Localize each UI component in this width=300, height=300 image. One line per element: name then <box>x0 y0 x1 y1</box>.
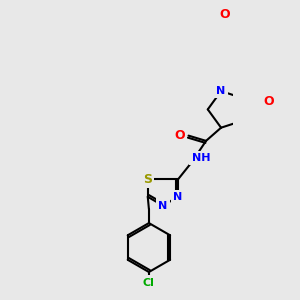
Text: Cl: Cl <box>143 278 155 287</box>
Text: N: N <box>158 201 167 211</box>
Text: O: O <box>263 95 274 108</box>
Text: S: S <box>143 173 152 186</box>
Text: O: O <box>175 129 185 142</box>
Text: O: O <box>219 8 230 21</box>
Text: N: N <box>173 192 183 202</box>
Text: NH: NH <box>191 153 210 164</box>
Text: N: N <box>216 86 226 96</box>
